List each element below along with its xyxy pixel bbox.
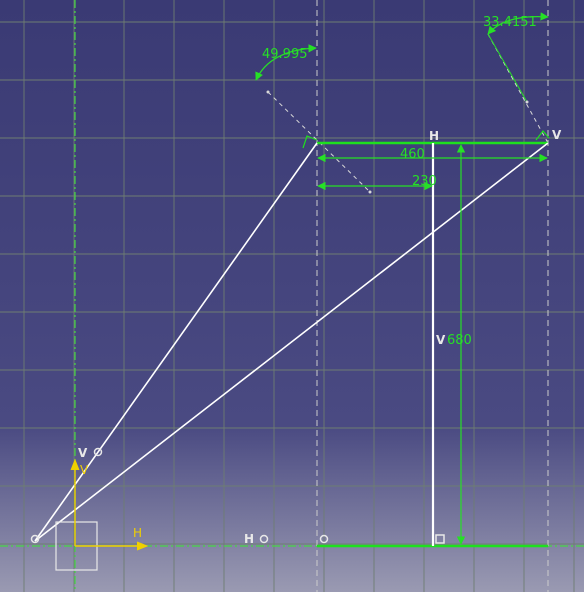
half-width-dimension-label[interactable]: 230 (412, 174, 437, 189)
vertical-constraint-right[interactable]: V (552, 128, 562, 142)
horizontal-constraint-bottom[interactable]: H (244, 532, 254, 546)
horizontal-constraint-top[interactable]: H (429, 129, 439, 143)
left-diagonal-line[interactable] (34, 142, 318, 542)
coincidence-icon[interactable] (435, 534, 445, 544)
angle-dimension-left-arc[interactable] (255, 44, 317, 81)
angle-dimension-right-label[interactable]: 33.4151 (483, 15, 537, 30)
construction-point (368, 190, 372, 194)
width-dimension-label[interactable]: 460 (400, 147, 425, 162)
vertical-constraint-origin[interactable]: V (78, 446, 88, 460)
coincidence-icon[interactable] (259, 534, 269, 544)
coincidence-icon[interactable] (319, 534, 329, 544)
construction-point (266, 90, 270, 94)
vertical-constraint-mid[interactable]: V (436, 333, 446, 347)
angle-dimension-right-arc[interactable] (487, 12, 549, 35)
construction-point (525, 100, 529, 104)
angle-dimension-left-label[interactable]: 49.995 (262, 47, 308, 62)
coincidence-icon[interactable] (30, 534, 40, 544)
height-dimension-label[interactable]: 680 (447, 333, 472, 348)
perpendicular-marker-left (302, 135, 318, 149)
origin-v-arrow (70, 458, 80, 471)
origin-v-label: V (80, 463, 89, 477)
angle-extension-right (487, 33, 528, 103)
coincidence-icon[interactable] (93, 447, 103, 457)
perpendicular-marker-right (535, 130, 550, 141)
origin-h-label: H (133, 526, 142, 540)
origin-h-arrow (136, 541, 149, 551)
